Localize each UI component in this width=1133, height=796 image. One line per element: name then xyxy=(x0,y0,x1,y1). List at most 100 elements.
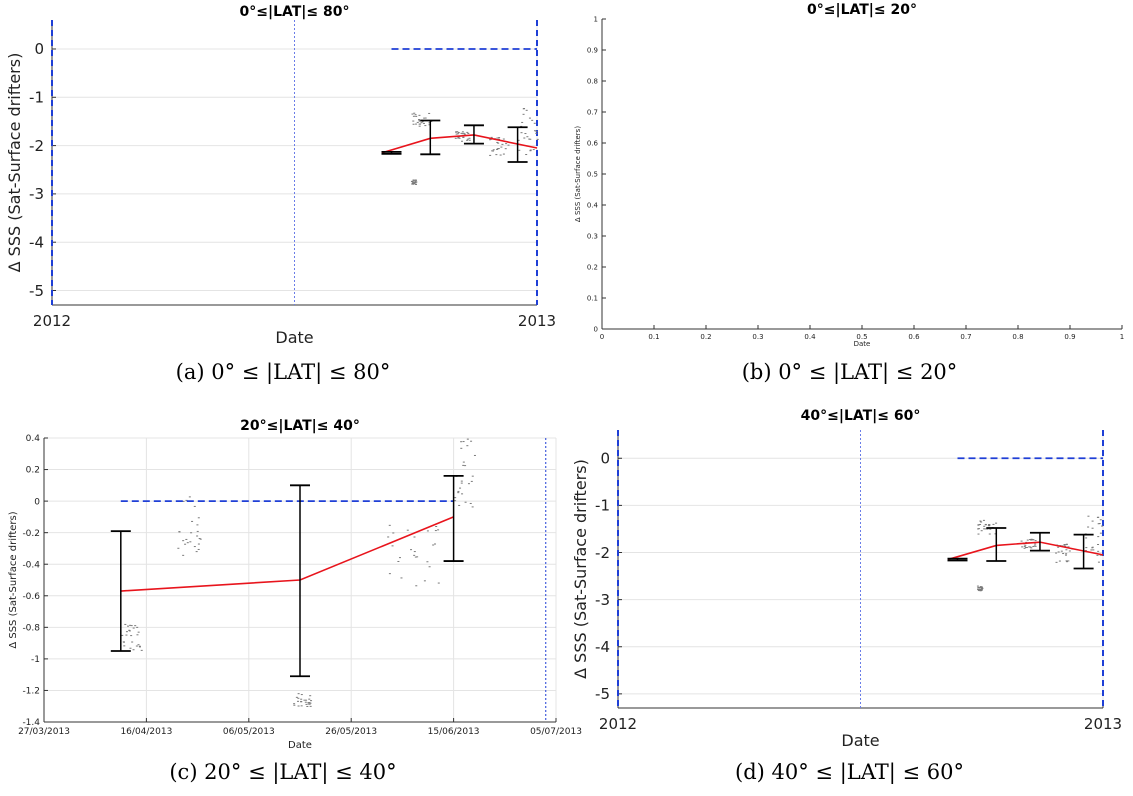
scatter-point xyxy=(1029,539,1032,541)
chart-panel-b: 0 0.1 0.2 0.3 0.4 0.5 0.6 0.7 0.8 0.9 1 0 0.1 0.2 0.3 0… xyxy=(566,0,1133,400)
scatter-point xyxy=(454,500,457,502)
scatter-point xyxy=(470,440,473,442)
scatter-point xyxy=(309,702,312,704)
scatter-point xyxy=(411,183,414,185)
scatter-point xyxy=(1085,537,1088,539)
scatter-point xyxy=(131,641,134,643)
scatter-point xyxy=(422,122,425,124)
scatter-point xyxy=(421,121,424,123)
scatter-point xyxy=(502,153,505,155)
x-tick-label: 0.2 xyxy=(700,333,711,341)
scatter-point xyxy=(977,589,980,591)
scatter-point xyxy=(293,704,296,706)
scatter-point xyxy=(1060,550,1063,552)
scatter-point xyxy=(132,627,135,629)
scatter-point xyxy=(190,532,193,534)
error-bar xyxy=(443,474,464,562)
scatter-point xyxy=(987,525,990,527)
scatter-point xyxy=(457,490,460,492)
scatter-point xyxy=(468,139,471,141)
mean-line xyxy=(947,541,1104,561)
error-bar xyxy=(420,119,441,156)
scatter-point xyxy=(434,530,437,532)
scatter-point xyxy=(1068,550,1071,552)
scatter-point xyxy=(496,148,499,150)
scatter-point xyxy=(310,700,313,702)
y-tick-label: 0.2 xyxy=(26,466,40,476)
x-tick-label: 2013 xyxy=(518,312,556,330)
scatter-point xyxy=(1065,543,1068,545)
scatter-point xyxy=(437,582,440,584)
scatter-point xyxy=(1085,547,1088,549)
scatter-point xyxy=(977,590,980,592)
scatter-point xyxy=(1091,547,1094,549)
scatter-point xyxy=(491,150,494,152)
scatter-point xyxy=(125,634,128,636)
error-bar xyxy=(290,484,310,678)
scatter-point xyxy=(490,136,493,138)
scatter-point xyxy=(1030,538,1033,540)
error-bar xyxy=(381,150,402,155)
scatter-point xyxy=(1020,540,1023,542)
scatter-point xyxy=(983,528,986,530)
scatter-point xyxy=(457,136,460,138)
scatter-point xyxy=(412,120,415,122)
scatter-point xyxy=(532,149,535,151)
scatter-point xyxy=(127,625,130,627)
scatter-point xyxy=(992,523,995,525)
scatter-point xyxy=(413,179,416,181)
scatter-point xyxy=(979,590,982,592)
error-bar xyxy=(1073,533,1094,570)
scatter-point xyxy=(430,121,433,123)
scatter-point xyxy=(460,447,463,449)
scatter-point xyxy=(125,631,128,633)
scatter-point xyxy=(995,522,998,524)
y-tick-label: 0.4 xyxy=(587,201,599,209)
scatter-point xyxy=(1091,520,1094,522)
y-axis-label: Δ SSS (Sat-Surface drifters) xyxy=(574,126,582,222)
scatter-point xyxy=(1030,547,1033,549)
scatter-point xyxy=(457,492,460,494)
scatter-point xyxy=(994,533,997,535)
scatter-point xyxy=(1067,560,1070,562)
scatter-point xyxy=(535,132,538,134)
scatter-point xyxy=(1023,545,1026,547)
y-tick-label: 0.9 xyxy=(587,46,598,54)
x-tick-label: 1 xyxy=(1120,333,1124,341)
scatter-point xyxy=(470,480,473,482)
y-tick-label: -3 xyxy=(595,591,610,609)
scatter-point xyxy=(525,154,528,156)
scatter-point xyxy=(177,547,180,549)
scatter-point xyxy=(471,475,474,477)
scatter-point xyxy=(415,181,418,183)
scatter-point xyxy=(137,644,140,646)
x-tick-label: 0.1 xyxy=(648,333,659,341)
chart-title: 20°≤|LAT|≤ 40° xyxy=(240,418,360,434)
scatter-point xyxy=(466,138,469,140)
scatter-point xyxy=(980,588,983,590)
scatter-point xyxy=(199,538,202,540)
y-tick-label: -0.2 xyxy=(22,529,40,539)
scatter-point xyxy=(307,702,310,704)
scatter-point xyxy=(434,543,437,545)
scatter-point xyxy=(305,699,308,701)
scatter-point xyxy=(413,551,416,553)
scatter-point xyxy=(458,137,461,139)
scatter-point xyxy=(504,148,507,150)
scatter-point xyxy=(412,123,415,125)
scatter-point xyxy=(418,119,421,121)
scatter-point xyxy=(536,138,539,140)
scatter-point xyxy=(986,528,989,530)
scatter-point xyxy=(533,122,536,124)
y-tick-label: -0.6 xyxy=(22,592,40,602)
scatter-point xyxy=(469,502,472,504)
scatter-point xyxy=(428,124,431,126)
scatter-point xyxy=(507,144,510,146)
scatter-point xyxy=(497,142,500,144)
scatter-point xyxy=(976,585,979,587)
scatter-point xyxy=(461,131,464,133)
x-tick-label: 0.8 xyxy=(1012,333,1023,341)
y-tick-label: -5 xyxy=(595,685,610,703)
scatter-point xyxy=(1023,547,1026,549)
scatter-point xyxy=(525,109,528,111)
